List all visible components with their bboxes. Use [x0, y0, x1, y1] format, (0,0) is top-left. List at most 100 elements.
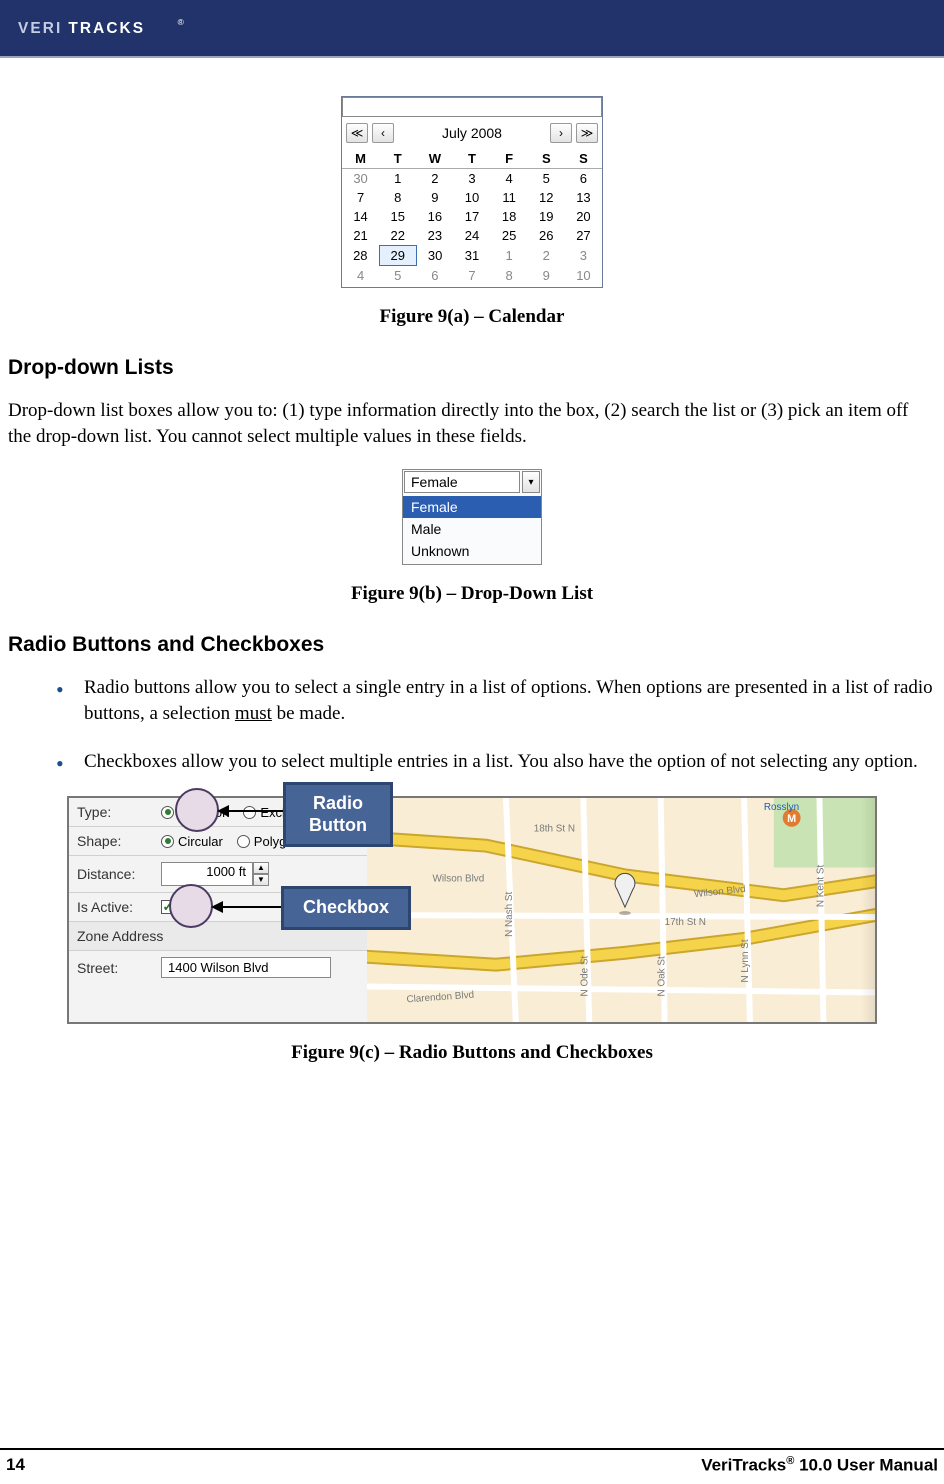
calendar-day-cell[interactable]: 25	[491, 226, 528, 246]
dropdown-toggle-button[interactable]: ▾	[522, 471, 540, 493]
row-street: Street: 1400 Wilson Blvd	[69, 951, 367, 984]
brand-logo: VERI TRACKS ®	[18, 14, 228, 42]
calendar-day-cell[interactable]: 21	[342, 226, 379, 246]
paragraph-dropdown: Drop-down list boxes allow you to: (1) t…	[8, 398, 936, 449]
calendar-day-cell[interactable]: 9	[416, 188, 453, 207]
calendar-last-button[interactable]: ≫	[576, 123, 598, 143]
figure-caption-b: Figure 9(b) – Drop-Down List	[8, 583, 936, 605]
shape-radio-option[interactable]: Circular	[161, 834, 223, 849]
calendar-day-cell[interactable]: 30	[416, 246, 453, 266]
calendar-day-cell[interactable]: 16	[416, 207, 453, 226]
spinner-down-icon: ▼	[253, 874, 269, 886]
calendar-day-cell[interactable]: 17	[453, 207, 490, 226]
calendar-day-cell[interactable]: 8	[491, 266, 528, 286]
calendar-day-cell[interactable]: 5	[528, 169, 565, 189]
calendar-day-cell[interactable]: 24	[453, 226, 490, 246]
calendar-day-cell[interactable]: 23	[416, 226, 453, 246]
calendar-day-cell[interactable]: 19	[528, 207, 565, 226]
calendar-day-cell[interactable]: 2	[528, 246, 565, 266]
calendar-week-row: 28293031123	[342, 246, 602, 266]
calendar-first-button[interactable]: ≪	[346, 123, 368, 143]
radio-icon	[161, 835, 174, 848]
calendar-day-cell[interactable]: 29	[379, 246, 416, 266]
dropdown-option[interactable]: Male	[403, 518, 541, 540]
figure-c-panel: Type: InclusionExclusion Shape: Circular…	[67, 796, 877, 1024]
street-input[interactable]: 1400 Wilson Blvd	[161, 957, 331, 978]
calendar-day-cell[interactable]: 4	[342, 266, 379, 286]
calendar-day-header: S	[528, 149, 565, 169]
label-street: Street:	[77, 960, 161, 976]
calendar-day-cell[interactable]: 28	[342, 246, 379, 266]
callout-arrow-radio	[219, 810, 283, 812]
heading-radio-checkboxes: Radio Buttons and Checkboxes	[8, 633, 936, 657]
calendar-date-input[interactable]	[342, 97, 602, 117]
calendar-day-cell[interactable]: 3	[565, 246, 602, 266]
dropdown-option[interactable]: Female	[403, 496, 541, 518]
svg-text:N Kent St: N Kent St	[815, 865, 826, 908]
calendar-day-cell[interactable]: 1	[491, 246, 528, 266]
distance-input[interactable]: 1000 ft	[161, 862, 253, 886]
calendar-next-button[interactable]: ›	[550, 123, 572, 143]
calendar-day-cell[interactable]: 31	[453, 246, 490, 266]
calendar-day-cell[interactable]: 10	[453, 188, 490, 207]
calendar-week-row: 78910111213	[342, 188, 602, 207]
label-type: Type:	[77, 804, 161, 820]
svg-text:®: ®	[178, 17, 185, 27]
dropdown-input[interactable]: Female	[404, 471, 520, 493]
calendar-day-cell[interactable]: 22	[379, 226, 416, 246]
calendar-day-cell[interactable]: 14	[342, 207, 379, 226]
calendar-day-cell[interactable]: 4	[491, 169, 528, 189]
label-zone-address: Zone Address	[77, 928, 163, 944]
calendar-day-cell[interactable]: 30	[342, 169, 379, 189]
calendar-day-cell[interactable]: 13	[565, 188, 602, 207]
calendar-day-cell[interactable]: 26	[528, 226, 565, 246]
calendar-month-label: July 2008	[398, 125, 546, 141]
distance-spinner[interactable]: ▲ ▼	[253, 862, 269, 886]
calendar-day-cell[interactable]: 6	[565, 169, 602, 189]
calendar-day-cell[interactable]: 18	[491, 207, 528, 226]
calendar-nav: ≪ ‹ July 2008 › ≫	[342, 117, 602, 149]
bullet-checkbox: Checkboxes allow you to select multiple …	[56, 749, 936, 775]
calendar-day-headers: MTWTFSS	[342, 149, 602, 169]
calendar-day-header: F	[491, 149, 528, 169]
calendar-week-row: 21222324252627	[342, 226, 602, 246]
calendar-day-cell[interactable]: 10	[565, 266, 602, 286]
calendar-day-cell[interactable]: 8	[379, 188, 416, 207]
label-distance: Distance:	[77, 866, 161, 882]
calendar-prev-button[interactable]: ‹	[372, 123, 394, 143]
svg-text:18th St N: 18th St N	[534, 824, 575, 835]
calendar-day-cell[interactable]: 27	[565, 226, 602, 246]
footer-right: VeriTracks® 10.0 User Manual	[701, 1455, 938, 1476]
bullet-radio: Radio buttons allow you to select a sing…	[56, 675, 936, 726]
is-active-label: Yes	[181, 899, 204, 915]
page-number: 14	[6, 1455, 25, 1476]
footer-rule	[0, 1448, 944, 1450]
calendar-day-cell[interactable]: 3	[453, 169, 490, 189]
calendar-day-cell[interactable]: 15	[379, 207, 416, 226]
svg-text:N Oak St: N Oak St	[657, 956, 668, 996]
spinner-up-icon: ▲	[253, 862, 269, 874]
calendar-widget: ≪ ‹ July 2008 › ≫ MTWTFSS 30123456789101…	[341, 96, 603, 288]
calendar-day-header: T	[453, 149, 490, 169]
brand-header: VERI TRACKS ®	[0, 0, 944, 58]
dropdown-option[interactable]: Unknown	[403, 540, 541, 562]
svg-text:Wilson Blvd: Wilson Blvd	[432, 874, 484, 885]
calendar-day-cell[interactable]: 5	[379, 266, 416, 286]
figure-caption-a: Figure 9(a) – Calendar	[8, 306, 936, 328]
svg-text:TRACKS: TRACKS	[68, 20, 145, 37]
calendar-day-cell[interactable]: 7	[453, 266, 490, 286]
calendar-day-cell[interactable]: 7	[342, 188, 379, 207]
radio-icon	[237, 835, 250, 848]
calendar-day-cell[interactable]: 12	[528, 188, 565, 207]
calendar-day-cell[interactable]: 9	[528, 266, 565, 286]
calendar-day-cell[interactable]: 2	[416, 169, 453, 189]
page-footer: 14 VeriTracks® 10.0 User Manual	[0, 1455, 944, 1476]
calendar-day-cell[interactable]: 1	[379, 169, 416, 189]
calendar-day-cell[interactable]: 20	[565, 207, 602, 226]
calendar-day-cell[interactable]: 11	[491, 188, 528, 207]
calendar-grid: MTWTFSS 30123456789101112131415161718192…	[342, 149, 602, 285]
chevron-down-icon: ▾	[528, 477, 533, 488]
is-active-checkbox[interactable]: ✓	[161, 900, 175, 914]
calendar-day-cell[interactable]: 6	[416, 266, 453, 286]
callout-label-radio: RadioButton	[283, 782, 393, 847]
